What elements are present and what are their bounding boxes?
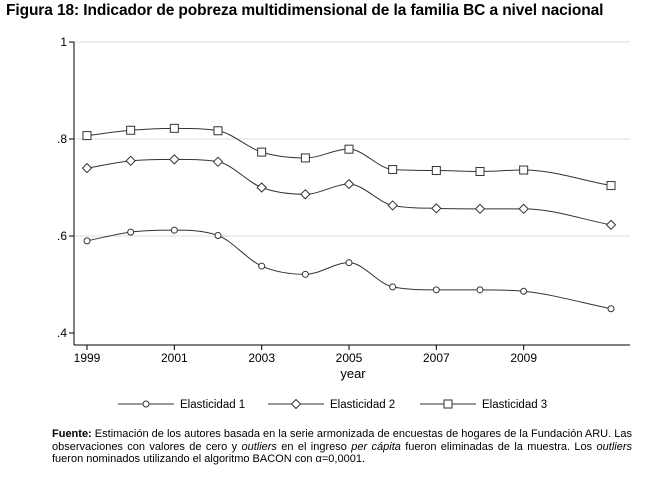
- data-point-elasticidad-3: [344, 144, 354, 154]
- data-point-elasticidad-2: [605, 219, 617, 231]
- source-text-3: fueron eliminadas de la muestra. Los: [400, 440, 597, 453]
- x-axis-label: year: [340, 366, 366, 381]
- source-label: Fuente:: [52, 428, 92, 440]
- line-chart: .4 .6 .8 1 1999 2001 2003 2005 2007 2009 year Elas…: [57, 35, 630, 411]
- source-italic-3: outliers: [596, 440, 633, 453]
- legend-label-elasticidad-1: Elasticidad 1: [180, 399, 245, 411]
- y-tick-label: 1: [60, 35, 67, 49]
- source-text-2: en el ingreso: [276, 440, 352, 453]
- source-text-1: Estimación de los autores basada en la s…: [52, 428, 632, 453]
- data-point-elasticidad-3: [257, 147, 267, 157]
- data-point-elasticidad-1: [214, 232, 222, 240]
- series-line-elasticidad-3: [86, 127, 612, 187]
- data-point-elasticidad-1: [389, 283, 397, 291]
- data-point-elasticidad-2: [125, 155, 136, 167]
- data-point-elasticidad-1: [607, 305, 615, 313]
- x-tick-label: 1999: [74, 351, 101, 365]
- data-point-elasticidad-2: [212, 156, 224, 168]
- data-point-elasticidad-3: [126, 125, 136, 135]
- y-tick-label: .8: [57, 132, 67, 146]
- legend-marker-elasticidad-3: [443, 399, 453, 409]
- legend-marker-elasticidad-1: [142, 400, 150, 408]
- data-point-elasticidad-1: [127, 228, 135, 236]
- data-point-elasticidad-1: [301, 270, 309, 278]
- x-tick-label: 2003: [248, 351, 275, 365]
- x-tick-label: 2001: [161, 351, 188, 365]
- data-point-elasticidad-2: [387, 200, 398, 211]
- data-point-elasticidad-3: [213, 126, 223, 136]
- x-tick-label: 2005: [336, 351, 363, 365]
- legend: Elasticidad 1 Elasticidad 2 Elasticidad 3: [118, 398, 547, 411]
- source-italic-2: per cápita: [351, 440, 401, 453]
- x-tick-label: 2007: [423, 351, 450, 365]
- data-point-elasticidad-2: [300, 189, 311, 200]
- data-point-elasticidad-1: [258, 262, 266, 270]
- data-point-elasticidad-2: [256, 182, 267, 193]
- data-point-elasticidad-3: [475, 166, 485, 176]
- source-text-4: fueron nominados utilizando el algoritmo…: [52, 453, 366, 465]
- data-point-elasticidad-2: [343, 178, 355, 190]
- data-point-elasticidad-3: [519, 165, 529, 175]
- data-point-elasticidad-3: [169, 123, 179, 133]
- data-point-elasticidad-1: [520, 287, 528, 295]
- data-point-elasticidad-1: [476, 286, 484, 294]
- series-line-elasticidad-1: [86, 229, 612, 310]
- series-line-elasticidad-2: [86, 158, 612, 226]
- legend-label-elasticidad-3: Elasticidad 3: [482, 399, 547, 411]
- data-point-elasticidad-1: [170, 226, 178, 234]
- data-point-elasticidad-3: [431, 166, 441, 176]
- axes: .4 .6 .8 1 1999 2001 2003 2005 2007 2009 year: [57, 35, 630, 381]
- data-point-elasticidad-3: [82, 131, 92, 141]
- y-tick-label: .6: [57, 229, 67, 243]
- data-point-elasticidad-2: [81, 162, 93, 174]
- data-point-elasticidad-1: [345, 259, 353, 267]
- source-note: Fuente: Estimación de los autores basada…: [52, 428, 632, 466]
- series-group: [81, 123, 617, 313]
- legend-label-elasticidad-2: Elasticidad 2: [330, 399, 395, 411]
- data-point-elasticidad-3: [606, 181, 616, 191]
- data-point-elasticidad-3: [388, 165, 398, 175]
- data-point-elasticidad-2: [518, 203, 529, 215]
- data-point-elasticidad-2: [431, 203, 442, 214]
- data-point-elasticidad-1: [432, 286, 440, 294]
- legend-marker-elasticidad-2: [290, 398, 302, 410]
- data-point-elasticidad-2: [169, 154, 180, 165]
- grid-lines: [74, 41, 630, 237]
- y-tick-label: .4: [57, 326, 67, 340]
- data-point-elasticidad-2: [474, 203, 486, 215]
- x-tick-label: 2009: [510, 351, 537, 365]
- data-point-elasticidad-3: [300, 153, 310, 163]
- data-point-elasticidad-1: [83, 237, 91, 245]
- source-italic-1: outliers: [241, 440, 277, 453]
- figure-title: Figura 18: Indicador de pobreza multidim…: [6, 2, 604, 19]
